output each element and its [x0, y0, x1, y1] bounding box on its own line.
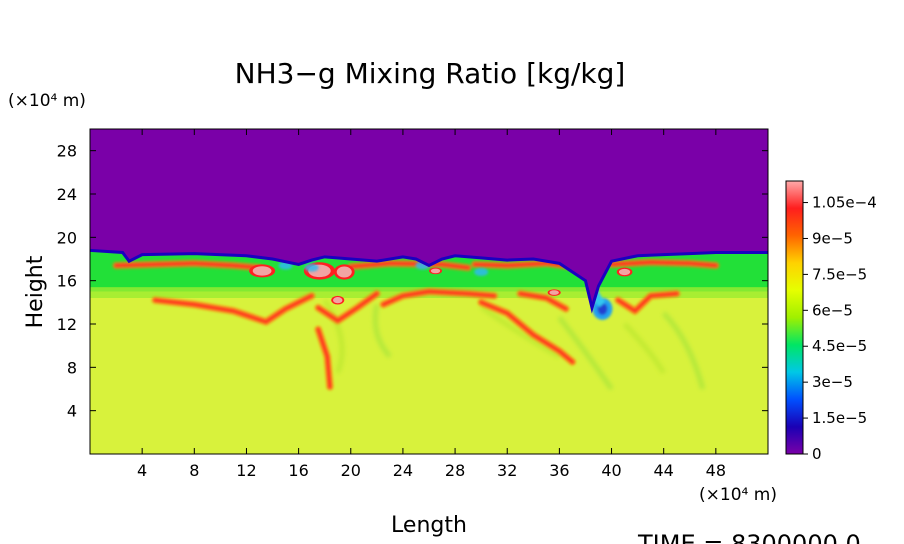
x-tick-label: 16 — [288, 461, 308, 480]
heatmap-streak — [479, 300, 575, 364]
heatmap-boundary-line — [90, 248, 768, 314]
heatmap-core — [333, 297, 343, 304]
heatmap-streak — [518, 292, 568, 311]
heatmap-streak — [616, 292, 679, 313]
y-tick-label: 24 — [57, 185, 77, 204]
colorbar-tick-label: 1.5e−5 — [812, 409, 867, 427]
heatmap-swirl — [322, 298, 345, 374]
heatmap-core — [252, 266, 272, 276]
heatmap-core — [618, 268, 631, 276]
x-tick-label: 20 — [341, 461, 361, 480]
colorbar-tick-label: 1.05e−4 — [812, 194, 877, 212]
x-tick-label: 24 — [393, 461, 413, 480]
x-tick-label: 32 — [497, 461, 517, 480]
y-tick-label: 20 — [57, 228, 77, 247]
x-tick-label: 36 — [549, 461, 569, 480]
x-tick-label: 4 — [137, 461, 147, 480]
x-tick-label: 28 — [445, 461, 465, 480]
y-tick-label: 28 — [57, 142, 77, 161]
colorbar-tick-label: 7.5e−5 — [812, 265, 867, 283]
colorbar-gradient — [785, 180, 804, 455]
colorbar-tick-label: 0 — [812, 445, 822, 463]
heatmap-red-streaks — [112, 258, 720, 391]
x-tick-label: 40 — [601, 461, 621, 480]
time-annotation: TIME = 8300000.0 — [637, 530, 861, 544]
heatmap-streak — [349, 261, 470, 270]
x-axis-label: Length — [391, 513, 467, 538]
colorbar: 0 1.5e−5 3e−5 4.5e−5 6e−5 7.5e−5 9e−5 1.05e−4 — [785, 180, 877, 463]
heatmap-streak — [381, 289, 496, 307]
x-tick-label: 44 — [654, 461, 674, 480]
heatmap-streak — [316, 292, 379, 323]
x-tick-label: 48 — [706, 461, 726, 480]
colorbar-tick-label: 4.5e−5 — [812, 337, 867, 355]
y-tick-label: 4 — [67, 402, 77, 421]
y-axis-label: Height — [23, 255, 48, 328]
y-tick-label: 12 — [57, 315, 77, 334]
heatmap-swirl — [661, 311, 706, 390]
heatmap-streak — [316, 327, 332, 389]
heatmap-lower-swirls — [322, 298, 706, 391]
heatmap-upper-region — [90, 129, 768, 308]
x-unit-label: (×10⁴ m) — [699, 485, 777, 505]
chart-title: NH3−g Mixing Ratio [kg/kg] — [235, 57, 626, 90]
heatmap-swirl — [372, 303, 392, 359]
y-tick-label: 8 — [67, 358, 77, 377]
heatmap-core — [430, 268, 441, 274]
x-tick-label: 12 — [236, 461, 256, 480]
heatmap-cyan-patch — [474, 268, 489, 276]
y-tick-label: 16 — [57, 272, 77, 291]
heatmap-streak — [609, 260, 718, 268]
colorbar-tick-label: 3e−5 — [812, 373, 853, 391]
plot-frame — [89, 128, 769, 455]
heatmap-streak — [114, 261, 262, 270]
heatmap-swirl — [479, 304, 561, 359]
y-unit-label: (×10⁴ m) — [8, 91, 86, 111]
heatmap-swirl — [622, 322, 666, 375]
y-axis-ticks: 4 8 12 16 20 24 28 — [57, 142, 768, 421]
heatmap-cyan-patch — [304, 263, 319, 272]
heatmap-streak — [153, 294, 314, 324]
heatmap-core — [336, 266, 352, 278]
colorbar-tick-label: 9e−5 — [812, 229, 853, 247]
heatmap-core — [549, 290, 559, 295]
heatmap-swirl — [557, 315, 614, 391]
colorbar-tick-label: 6e−5 — [812, 301, 853, 319]
plot-area — [90, 129, 768, 454]
x-axis-ticks: 4 8 12 16 20 24 28 32 36 40 44 48 — [137, 129, 726, 480]
x-tick-label: 8 — [189, 461, 199, 480]
